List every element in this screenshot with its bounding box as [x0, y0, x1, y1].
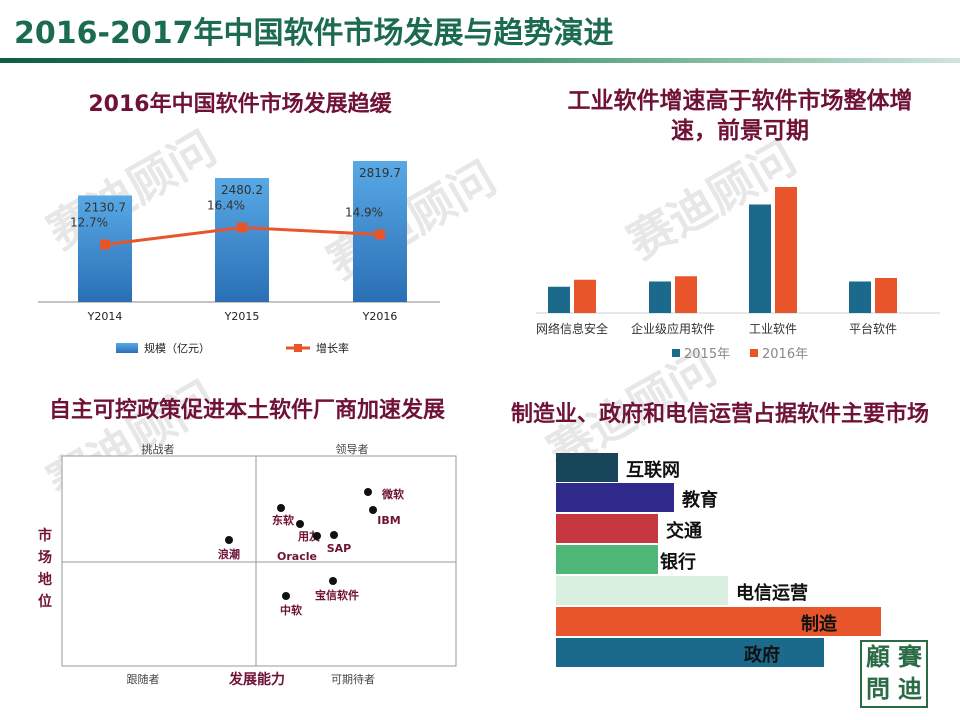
title-divider [0, 58, 960, 63]
bar-2015年 [749, 204, 771, 313]
growth-value-label: 16.4% [207, 199, 245, 213]
growth-value-label: 12.7% [70, 216, 108, 230]
x-tick-label: Y2016 [362, 310, 398, 323]
vendor-dot [330, 531, 338, 539]
quadrant-frame [61, 455, 457, 667]
x-axis-label: 发展能力 [228, 671, 285, 688]
quadrant-label: 领导者 [336, 443, 369, 456]
quadrant-label: 跟随者 [127, 672, 160, 686]
x-tick-label: Y2014 [87, 310, 123, 323]
hbar [556, 483, 674, 512]
x-tick-label: 企业级应用软件 [631, 321, 715, 336]
logo-glyph: 迪 [894, 674, 926, 706]
legend-label: 2015年 [684, 347, 730, 362]
hbar [556, 607, 881, 636]
bar-value-label: 2130.7 [84, 200, 126, 214]
growth-marker [375, 229, 385, 240]
growth-value-label: 14.9% [345, 205, 383, 219]
legend-label-line: 增长率 [316, 341, 349, 355]
hbar [556, 514, 658, 543]
vendor-label: 浪潮 [218, 547, 240, 561]
vendor-label: Oracle [277, 550, 317, 563]
bar-2016年 [875, 278, 897, 313]
logo-glyph: 顧 [862, 642, 894, 674]
hbar-label: 制造 [801, 614, 837, 635]
bar-2015年 [849, 281, 871, 313]
chart2-title-line1: 工业软件增速高于软件市场整体增 [567, 88, 913, 114]
hbar-title: 制造业、政府和电信运营占据软件主要市场 [510, 402, 929, 427]
y-axis-label: 地 [38, 571, 52, 588]
chart-segment-growth: 网络信息安全 企业级应用软件 工业软件 平台软件 2015年 2016年 [536, 187, 940, 362]
bar-value-label: 2480.2 [221, 183, 263, 197]
chart2-title: 工业软件增速高于软件市场整体增 速，前景可期 [520, 86, 960, 146]
vendor-label: 用友 [298, 529, 320, 543]
bar-scale [215, 177, 269, 302]
growth-marker [100, 239, 110, 250]
x-tick-label: Y2015 [224, 310, 260, 323]
bar-2016年 [574, 279, 596, 313]
hbar-label: 交通 [666, 521, 702, 542]
hbar-label: 银行 [660, 552, 696, 573]
quadrant-title: 自主可控政策促进本土软件厂商加速发展 [48, 398, 445, 423]
vendor-label: 微软 [381, 487, 405, 501]
x-tick-label: 平台软件 [849, 321, 897, 336]
x-tick-label: 网络信息安全 [536, 321, 608, 336]
vendor-dot [282, 592, 290, 600]
company-logo: 顧 賽 問 迪 [860, 640, 928, 708]
chart-scale-and-growth: 2130.7 Y2014 2480.2 Y2015 2819.7 Y2016 12.7% 16… [38, 161, 440, 355]
vendor-label: 中软 [280, 603, 303, 617]
vendor-dot [364, 488, 372, 496]
legend-label: 2016年 [762, 347, 808, 362]
chart2-title-line2: 速，前景可期 [671, 118, 809, 144]
quadrant-label: 挑战者 [142, 442, 175, 456]
vendor-dot [313, 532, 321, 540]
chart1-title: 2016年中国软件市场发展趋缓 [88, 92, 392, 117]
y-axis-label: 场 [38, 550, 52, 566]
hbar-label: 电信运营 [736, 583, 808, 604]
hbar-label: 互联网 [626, 460, 680, 481]
legend-label-bar: 规模（亿元） [144, 341, 210, 355]
hbar [556, 576, 728, 605]
vendor-dot [225, 536, 233, 544]
hbar [556, 545, 658, 574]
x-tick-label: 工业软件 [749, 322, 797, 336]
chart-market-share: 互联网 教育交通银行电信运营制造 政府 [556, 448, 896, 680]
vendor-dot [329, 577, 337, 585]
quadrant-label: 可期待者 [331, 672, 375, 686]
y-axis-label: 市 [38, 527, 52, 544]
bar-2015年 [649, 281, 671, 313]
bar-2015年 [548, 286, 570, 313]
hbar-label: 教育 [682, 490, 718, 511]
y-axis-label: 位 [38, 593, 52, 610]
hbar [556, 638, 824, 667]
vendor-label: SAP [327, 542, 352, 555]
hbar-label: 政府 [744, 645, 780, 666]
vendor-label: 东软 [272, 513, 295, 527]
bar-2016年 [675, 276, 697, 313]
legend-swatch [672, 349, 680, 357]
vendor-label: 宝信软件 [315, 588, 359, 602]
logo-glyph: 問 [862, 674, 894, 706]
page-title: 2016-2017年中国软件市场发展与趋势演进 [14, 16, 614, 51]
vendor-dot [277, 504, 285, 512]
growth-marker [237, 222, 247, 233]
hbar [556, 453, 618, 482]
vendor-dot [369, 506, 377, 514]
bar-value-label: 2819.7 [359, 166, 401, 180]
logo-glyph: 賽 [894, 642, 926, 674]
legend-swatch-bar [116, 343, 138, 353]
legend-marker-line [294, 344, 302, 352]
vendor-label: IBM [377, 514, 400, 527]
legend-swatch [750, 349, 758, 357]
bar-2016年 [775, 187, 797, 313]
vendor-dot [296, 520, 304, 528]
